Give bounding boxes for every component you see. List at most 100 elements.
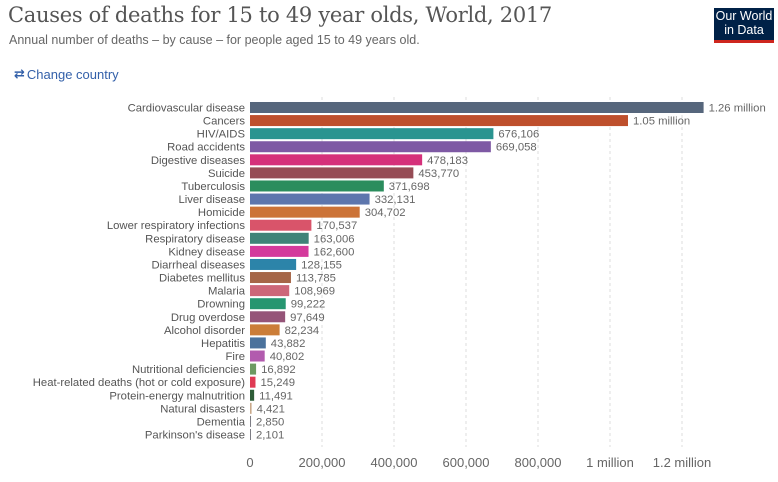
category-label: Diarrheal diseases (151, 259, 245, 271)
bar-row[interactable]: Suicide 453,770 (208, 167, 459, 180)
category-label: Malaria (208, 286, 246, 298)
category-label: Respiratory disease (145, 233, 245, 245)
bar-row[interactable]: Cancers 1.05 million (203, 115, 690, 128)
bar-row[interactable]: Alcohol disorder 82,234 (164, 324, 319, 337)
value-label: 453,770 (418, 168, 459, 180)
category-label: Dementia (197, 416, 246, 428)
bar[interactable] (250, 402, 252, 414)
value-label: 113,785 (296, 273, 336, 285)
value-label: 669,058 (496, 142, 537, 154)
category-label: Drug overdose (171, 312, 245, 324)
bar-row[interactable]: Protein-energy malnutrition 11,491 (109, 389, 293, 403)
bar[interactable] (250, 128, 494, 140)
value-label: 2,850 (256, 416, 284, 428)
category-label: Drowning (197, 299, 245, 311)
category-label: Homicide (198, 207, 245, 219)
bar-row[interactable]: Digestive diseases 478,183 (151, 154, 468, 167)
bar-row[interactable]: Liver disease 332,131 (178, 193, 416, 207)
bar-row[interactable]: Kidney disease 162,600 (168, 245, 355, 259)
bar[interactable] (250, 258, 297, 270)
bar[interactable] (250, 141, 491, 153)
x-axis-ticks: 0 200,000 400,000 600,000 800,000 1 million 1.… (246, 455, 711, 470)
value-label: 15,249 (260, 377, 295, 389)
bar-row[interactable]: HIV/AIDS 676,106 (197, 128, 540, 141)
bar-row[interactable]: Fire 40,802 (226, 350, 305, 363)
value-label: 99,222 (291, 299, 326, 311)
bar[interactable] (250, 272, 291, 284)
bar[interactable] (250, 298, 286, 310)
bar-row[interactable]: Lower respiratory infections 170,537 (107, 219, 357, 233)
bar-row[interactable]: Malaria 108,969 (208, 285, 335, 298)
bar[interactable] (250, 376, 256, 388)
bar[interactable] (250, 311, 286, 323)
value-label: 97,649 (290, 312, 325, 324)
value-label: 43,882 (271, 338, 306, 350)
category-label: Cardiovascular disease (128, 103, 245, 115)
bar[interactable] (250, 232, 309, 244)
value-label: 2,101 (256, 430, 284, 442)
our-world-in-data-logo[interactable]: Our World in Data (714, 8, 774, 43)
x-tick-label: 600,000 (443, 455, 490, 470)
bar[interactable] (250, 180, 384, 192)
category-label: Alcohol disorder (164, 325, 245, 337)
bar[interactable] (250, 324, 280, 336)
bar-chart: Cardiovascular disease 1.26 million Cancer… (33, 97, 766, 470)
value-label: 332,131 (375, 194, 416, 206)
bar-row[interactable]: Cardiovascular disease 1.26 million (128, 102, 766, 115)
bar-row[interactable]: Drowning 99,222 (197, 298, 325, 311)
category-label: HIV/AIDS (197, 129, 246, 141)
x-tick-label: 200,000 (299, 455, 346, 470)
category-label: Tuberculosis (181, 181, 245, 193)
x-tick-label: 1 million (586, 455, 634, 470)
category-label: Cancers (203, 116, 245, 128)
bar[interactable] (250, 206, 360, 218)
bar[interactable] (250, 350, 265, 362)
bar[interactable] (250, 102, 704, 113)
bar[interactable] (250, 154, 423, 166)
value-label: 170,537 (316, 220, 357, 232)
bar[interactable] (250, 389, 255, 401)
bar-row[interactable]: Respiratory disease 163,006 (145, 232, 355, 246)
bar-row[interactable]: Drug overdose 97,649 (171, 311, 325, 324)
bar[interactable] (250, 363, 257, 375)
bar[interactable] (250, 167, 414, 179)
bar-row[interactable]: Tuberculosis 371,698 (181, 180, 430, 193)
change-country-label: Change country (26, 66, 119, 82)
value-label: 676,106 (498, 129, 539, 141)
bar-row[interactable]: Natural disasters 4,421 (160, 402, 285, 416)
value-label: 162,600 (314, 246, 355, 258)
bar[interactable] (250, 337, 266, 349)
value-label: 1.05 million (633, 116, 690, 128)
bar[interactable] (250, 415, 252, 427)
bar[interactable] (250, 219, 312, 231)
bar[interactable] (250, 193, 370, 205)
bar[interactable] (250, 245, 309, 257)
value-label: 304,702 (365, 207, 406, 219)
category-label: Digestive diseases (151, 155, 246, 167)
category-label: Fire (226, 351, 245, 363)
category-label: Protein-energy malnutrition (109, 390, 245, 402)
category-label: Parkinson's disease (145, 430, 245, 442)
bar-row[interactable]: Nutritional deficiencies 16,892 (132, 363, 296, 377)
bar[interactable] (250, 429, 251, 440)
chart-title: Causes of deaths for 15 to 49 year olds,… (8, 3, 552, 27)
bar-row[interactable]: Dementia 2,850 (197, 415, 285, 429)
bar-row[interactable]: Parkinson's disease 2,101 (145, 429, 284, 442)
bar[interactable] (250, 115, 628, 127)
value-label: 1.26 million (709, 103, 766, 115)
value-label: 11,491 (259, 390, 293, 402)
bar-row[interactable]: Heat-related deaths (hot or cold exposur… (33, 376, 295, 390)
bar-row[interactable]: Road accidents 669,058 (167, 141, 537, 154)
bar-row[interactable]: Diarrheal diseases 128,155 (151, 258, 342, 272)
category-label: Lower respiratory infections (107, 220, 245, 232)
swap-arrows-icon: ⇄ (14, 66, 25, 81)
change-country-button[interactable]: ⇄ Change country (14, 66, 119, 82)
bar-row[interactable]: Diabetes mellitus 113,785 (159, 272, 336, 285)
bar-row[interactable]: Homicide 304,702 (198, 206, 406, 220)
category-label: Nutritional deficiencies (132, 364, 245, 376)
value-label: 16,892 (261, 364, 296, 376)
bar[interactable] (250, 285, 290, 297)
value-label: 4,421 (257, 403, 285, 415)
bar-row[interactable]: Hepatitis 43,882 (201, 337, 305, 350)
category-label: Suicide (208, 168, 245, 180)
